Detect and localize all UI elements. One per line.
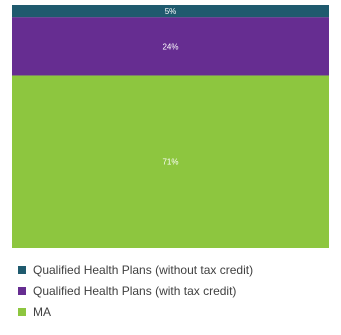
legend-item-qhp-without-tax-credit: Qualified Health Plans (without tax cred… [18,262,253,277]
data-label-1: 24% [162,42,178,51]
legend-swatch [18,265,26,274]
legend-label: Qualified Health Plans (without tax cred… [33,262,254,277]
legend-label: Qualified Health Plans (with tax credit) [33,283,237,298]
bar-segment-0 [12,75,329,248]
bar-segment-2 [12,5,329,18]
data-label-0: 71% [162,158,178,167]
legend-swatch [18,286,26,295]
bar-segment-1 [12,17,329,76]
legend: Qualified Health Plans (without tax cred… [18,262,253,325]
legend-swatch [18,307,26,316]
legend-item-ma: MA [18,304,253,319]
stacked-bar-chart: 71% 24% 5% [12,5,329,248]
legend-item-qhp-with-tax-credit: Qualified Health Plans (with tax credit) [18,283,253,298]
data-label-2: 5% [165,7,177,16]
legend-label: MA [33,304,51,319]
